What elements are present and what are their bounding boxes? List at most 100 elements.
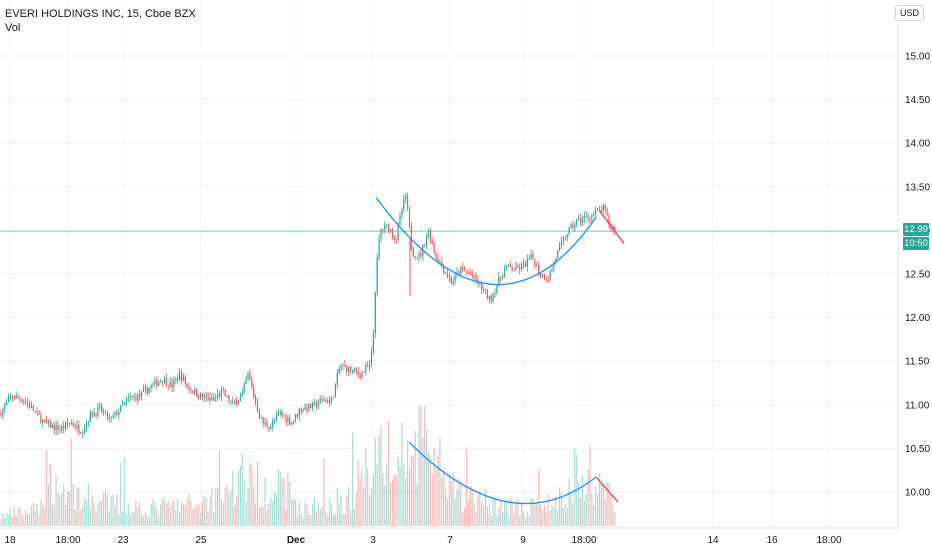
- volume-bar: [131, 511, 133, 526]
- volume-bar: [317, 501, 319, 526]
- candle-body: [549, 270, 551, 281]
- symbol-title[interactable]: EVERI HOLDINGS INC, 15, Cboe BZX: [5, 8, 196, 20]
- candle-body: [264, 422, 266, 424]
- candle-body: [23, 401, 25, 403]
- volume-bar: [448, 474, 450, 526]
- candle-body: [44, 419, 46, 421]
- candle-body: [59, 429, 61, 431]
- volume-bar: [89, 507, 91, 526]
- volume-bar: [388, 421, 390, 526]
- candle-body: [595, 210, 597, 214]
- candle-body: [279, 412, 281, 414]
- candle-body: [391, 229, 393, 237]
- volume-bar: [475, 511, 477, 526]
- volume-bar: [249, 463, 251, 526]
- volume-bar: [323, 457, 325, 526]
- volume-bar: [578, 481, 580, 526]
- volume-bar: [78, 487, 80, 526]
- candle-body: [519, 267, 521, 270]
- volume-bar: [23, 516, 25, 526]
- volume-bar: [196, 504, 198, 526]
- candle-body: [6, 402, 8, 406]
- volume-bar: [426, 429, 428, 526]
- candle-body: [541, 274, 544, 277]
- candle-body: [363, 371, 365, 373]
- volume-bar: [500, 500, 502, 526]
- candle-body: [11, 396, 13, 398]
- volume-bar: [372, 473, 374, 526]
- volume-bar: [591, 493, 593, 526]
- volume-bar: [522, 511, 525, 526]
- candle-body: [507, 264, 509, 266]
- volume-bar: [198, 504, 200, 526]
- volume-bar: [226, 484, 228, 526]
- volume-bar: [59, 494, 61, 526]
- candle-body: [262, 417, 264, 424]
- candle-body: [139, 394, 141, 397]
- candle-body: [287, 417, 289, 422]
- price-tick-label: 11.50: [905, 357, 930, 368]
- candle-body: [285, 415, 287, 422]
- volume-bar: [129, 514, 131, 526]
- candle-body: [427, 230, 430, 236]
- candle-body: [374, 293, 376, 334]
- volume-bar: [445, 491, 447, 526]
- price-tick-label: 11.00: [905, 400, 930, 411]
- candle-body: [351, 369, 354, 372]
- volume-bar: [526, 511, 528, 526]
- candle-body: [199, 393, 202, 399]
- volume-bar: [169, 507, 171, 526]
- time-axis[interactable]: 18 18:00 23 25 Dec 3 7 9 18:00 14 16 18:00: [4, 535, 842, 546]
- price-axis[interactable]: 10.0010.5011.0011.5012.0012.5013.0013.50…: [905, 52, 930, 499]
- volume-bar: [141, 514, 143, 526]
- volume-bar: [410, 456, 412, 526]
- volume-bar: [175, 509, 177, 526]
- candle-body: [312, 402, 314, 409]
- currency-badge[interactable]: USD: [894, 5, 924, 21]
- volume-rounded-bottom-curve: [408, 441, 597, 505]
- price-rounded-bottom-curve: [375, 196, 597, 286]
- candle-body: [490, 295, 492, 302]
- candle-body: [80, 432, 82, 434]
- volume-bar: [393, 474, 395, 526]
- volume-bar: [441, 476, 443, 526]
- candle-body: [120, 405, 122, 412]
- volume-bar: [384, 484, 386, 526]
- candle-body: [99, 405, 101, 408]
- volume-bar: [483, 507, 485, 526]
- candle-body: [359, 374, 361, 378]
- candle-body: [196, 389, 198, 397]
- candle-body: [293, 420, 295, 423]
- volume-bar: [534, 504, 536, 526]
- volume-bar: [177, 498, 179, 526]
- volume-bar: [376, 463, 378, 526]
- candle-body: [382, 229, 384, 230]
- volume-bar: [610, 493, 612, 526]
- candle-body: [540, 273, 542, 277]
- volume-bar: [479, 490, 481, 526]
- price-tick-label: 14.00: [905, 139, 930, 150]
- candle-body: [70, 423, 72, 424]
- candle-body: [95, 412, 97, 416]
- time-tick-label: 16: [766, 535, 778, 546]
- candle-body: [315, 401, 317, 407]
- candle-body: [370, 350, 373, 364]
- candle-body: [82, 433, 84, 435]
- volume-bar: [545, 512, 547, 526]
- candle-body: [177, 378, 179, 381]
- volume-bar: [446, 499, 449, 526]
- volume-bar: [570, 494, 572, 526]
- candle-body: [494, 293, 496, 294]
- candle-body: [597, 209, 599, 211]
- candle-body: [68, 423, 70, 424]
- volume-bar: [255, 503, 257, 526]
- candle-body: [574, 224, 576, 228]
- candle-body: [283, 415, 285, 417]
- volume-bar: [560, 492, 563, 526]
- candle-body: [89, 411, 91, 422]
- volume-indicator-label[interactable]: Vol: [5, 22, 21, 34]
- volume-bar: [517, 497, 519, 526]
- candle-body: [408, 207, 411, 226]
- time-tick-label: 18:00: [571, 535, 596, 546]
